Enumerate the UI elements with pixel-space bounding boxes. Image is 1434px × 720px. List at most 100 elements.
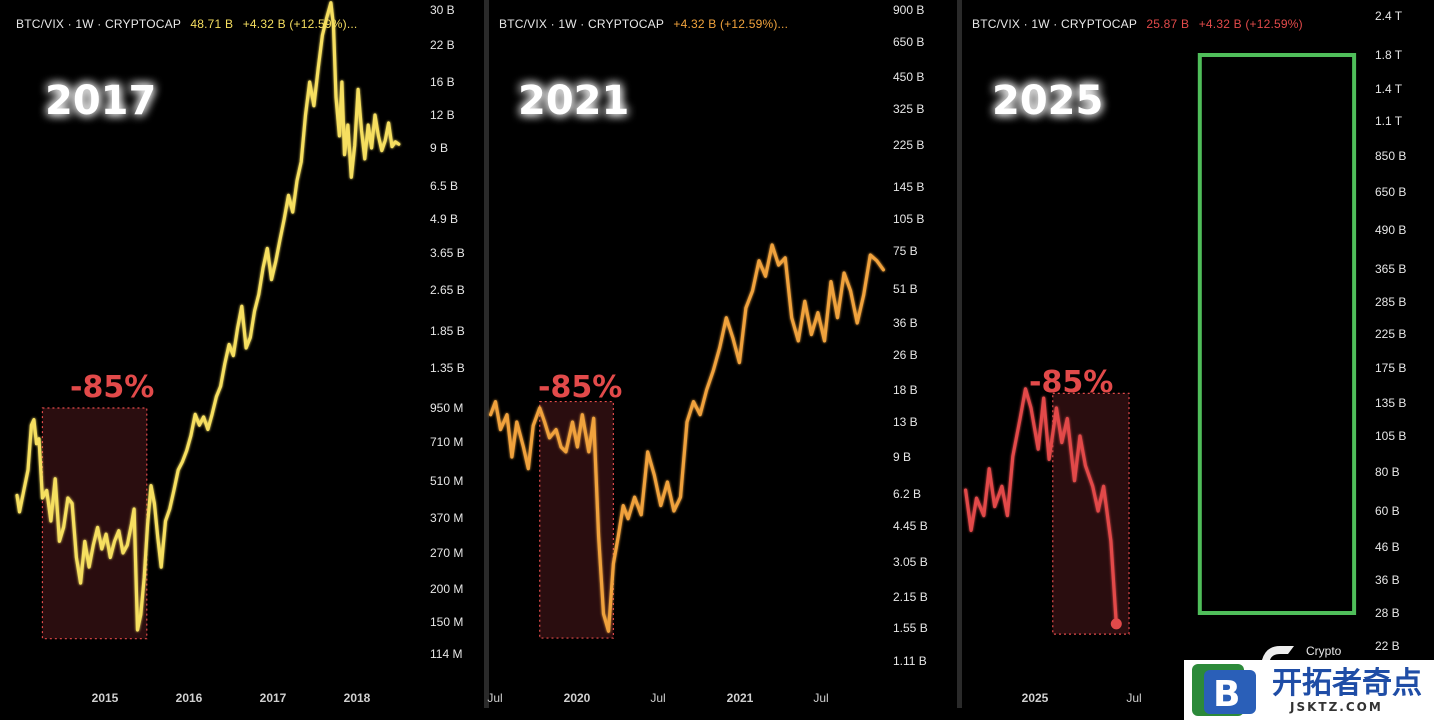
y-tick-label: 150 M xyxy=(430,615,463,629)
panel-divider xyxy=(957,0,962,708)
drawdown-box xyxy=(41,407,148,640)
y-tick-label: 3.65 B xyxy=(430,246,465,260)
panel-2017: 30 B 22 B 16 B 12 B 9 B 6.5 B 4.9 B 3.65 B 2.65 … xyxy=(15,1,465,705)
y-tick-label: 510 M xyxy=(430,474,463,488)
y-tick-label: 1.4 T xyxy=(1375,82,1403,96)
y-tick-label: 28 B xyxy=(1375,606,1400,620)
y-tick-label: 1.55 B xyxy=(893,621,928,635)
crypto-logo: Crypto xyxy=(1262,644,1342,660)
watermark-logo-icon: B xyxy=(1192,664,1256,716)
year-label: 2021 xyxy=(518,78,629,124)
series-line xyxy=(964,387,1118,626)
x-tick-label: 2017 xyxy=(260,691,287,705)
y-tick-label: 9 B xyxy=(430,141,448,155)
header-change: +4.32 B (+12.59%)... xyxy=(243,17,358,31)
header-change: +4.32 B (+12.59%)... xyxy=(673,17,788,31)
series-line xyxy=(489,243,885,633)
panel-divider xyxy=(484,0,489,708)
last-point-marker xyxy=(1110,618,1122,630)
y-tick-label: 1.1 T xyxy=(1375,114,1403,128)
y-tick-label: 450 B xyxy=(893,70,924,84)
y-tick-label: 60 B xyxy=(1375,504,1400,518)
y-tick-label: 75 B xyxy=(893,244,918,258)
y-tick-label: 18 B xyxy=(893,383,918,397)
y-tick-label: 80 B xyxy=(1375,465,1400,479)
x-tick-label: 2020 xyxy=(564,691,591,705)
y-tick-label: 2.4 T xyxy=(1375,9,1403,23)
header-symbol: BTC/VIX · 1W · CRYPTOCAP xyxy=(972,17,1137,31)
y-tick-label: 36 B xyxy=(1375,573,1400,587)
y-tick-label: 1.85 B xyxy=(430,324,465,338)
x-tick-label: Jul xyxy=(487,691,502,705)
y-tick-label: 2.15 B xyxy=(893,590,928,604)
watermark: B 开拓者奇点 JSKTZ.COM xyxy=(1184,660,1434,720)
y-tick-label: 145 B xyxy=(893,180,924,194)
panel-header: BTC/VIX · 1W · CRYPTOCAP +4.32 B (+12.59… xyxy=(499,17,788,31)
y-tick-label: 16 B xyxy=(430,75,455,89)
y-tick-label: 710 M xyxy=(430,435,463,449)
header-symbol: BTC/VIX · 1W · CRYPTOCAP xyxy=(16,17,181,31)
x-tick-label: Jul xyxy=(650,691,665,705)
y-tick-label: 200 M xyxy=(430,582,463,596)
panel-header: BTC/VIX · 1W · CRYPTOCAP 48.71 B +4.32 B… xyxy=(16,17,357,31)
year-label: 2017 xyxy=(45,78,156,124)
y-tick-label: 850 B xyxy=(1375,149,1406,163)
y-tick-label: 1.35 B xyxy=(430,361,465,375)
header-value: 25.87 B xyxy=(1146,17,1189,31)
y-tick-label: 490 B xyxy=(1375,223,1406,237)
year-label: 2025 xyxy=(992,78,1103,124)
x-tick-label: 2018 xyxy=(344,691,371,705)
series-line xyxy=(15,1,401,632)
y-tick-label: 950 M xyxy=(430,401,463,415)
crypto-label: Crypto xyxy=(1306,644,1342,658)
y-tick-label: 225 B xyxy=(1375,327,1406,341)
y-tick-label: 225 B xyxy=(893,138,924,152)
y-tick-label: 30 B xyxy=(430,3,455,17)
header-symbol: BTC/VIX · 1W · CRYPTOCAP xyxy=(499,17,664,31)
x-tick-label: Jul xyxy=(813,691,828,705)
y-tick-label: 6.2 B xyxy=(893,487,921,501)
x-tick-label: Jul xyxy=(1126,691,1141,705)
panel-2025: 2.4 T 1.8 T 1.4 T 1.1 T 850 B 650 B 490 B 365 B… xyxy=(964,9,1406,705)
header-change: +4.32 B (+12.59%) xyxy=(1199,17,1303,31)
y-tick-label: 370 M xyxy=(430,511,463,525)
drawdown-label: -85% xyxy=(70,370,154,405)
y-tick-label: 46 B xyxy=(1375,540,1400,554)
y-tick-label: 325 B xyxy=(893,102,924,116)
y-tick-label: 1.8 T xyxy=(1375,48,1403,62)
y-tick-label: 22 B xyxy=(1375,639,1400,653)
y-tick-label: 365 B xyxy=(1375,262,1406,276)
y-tick-label: 650 B xyxy=(1375,185,1406,199)
y-tick-label: 900 B xyxy=(893,3,924,17)
panel-2021: 900 B 650 B 450 B 325 B 225 B 145 B 105 B 75 B 5… xyxy=(487,3,927,705)
y-tick-label: 105 B xyxy=(1375,429,1406,443)
y-tick-label: 114 M xyxy=(430,647,462,661)
watermark-brand: 开拓者奇点 xyxy=(1272,666,1422,701)
crypto-logo-icon xyxy=(1262,646,1294,660)
y-tick-label: 9 B xyxy=(893,450,911,464)
drawdown-label: -85% xyxy=(538,370,622,405)
y-tick-label: 135 B xyxy=(1375,396,1406,410)
drawdown-label: -85% xyxy=(1029,365,1113,400)
y-tick-label: 13 B xyxy=(893,415,918,429)
target-box xyxy=(1197,53,1357,615)
y-tick-label: 12 B xyxy=(430,108,455,122)
y-tick-label: 175 B xyxy=(1375,361,1406,375)
y-tick-label: 36 B xyxy=(893,316,918,330)
svg-text:B: B xyxy=(1213,674,1240,715)
y-tick-label: 51 B xyxy=(893,282,918,296)
x-tick-label: 2016 xyxy=(176,691,203,705)
x-tick-label: 2021 xyxy=(727,691,754,705)
y-tick-label: 22 B xyxy=(430,38,455,52)
y-tick-label: 26 B xyxy=(893,348,918,362)
y-tick-label: 1.11 B xyxy=(893,654,927,668)
y-tick-label: 105 B xyxy=(893,212,924,226)
y-tick-label: 6.5 B xyxy=(430,179,458,193)
x-tick-label: 2025 xyxy=(1022,691,1049,705)
header-value: 48.71 B xyxy=(190,17,233,31)
panel-header: BTC/VIX · 1W · CRYPTOCAP 25.87 B +4.32 B… xyxy=(972,17,1303,31)
y-tick-label: 4.9 B xyxy=(430,212,458,226)
watermark-url: JSKTZ.COM xyxy=(1289,700,1383,714)
y-tick-label: 2.65 B xyxy=(430,283,465,297)
